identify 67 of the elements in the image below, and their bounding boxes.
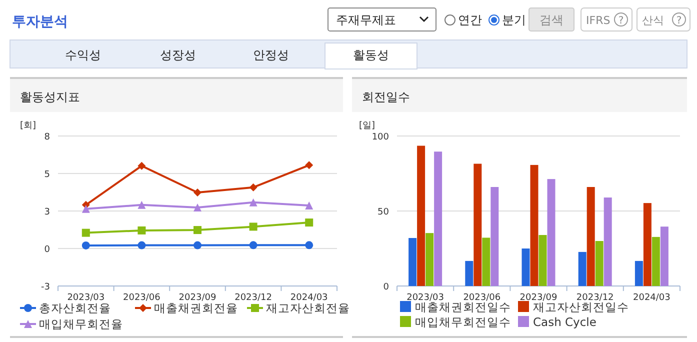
- bar: [490, 187, 499, 286]
- point: [305, 218, 314, 227]
- point: [138, 226, 146, 234]
- bar: [547, 179, 556, 286]
- point: [194, 188, 202, 197]
- bar: [578, 252, 586, 286]
- bar: [634, 260, 643, 286]
- point: [305, 161, 314, 170]
- x-tick-label: 2023/03: [406, 293, 444, 303]
- x-tick-label: 2023/12: [234, 293, 272, 303]
- bar: [482, 238, 490, 286]
- bar: [417, 146, 426, 286]
- y-tick-label: 100: [372, 132, 390, 142]
- point: [305, 241, 314, 250]
- bar: [643, 203, 652, 286]
- y-tick-label: 0: [44, 245, 50, 255]
- point: [249, 198, 258, 206]
- y-axis-title: [회]: [20, 121, 36, 131]
- point: [249, 241, 258, 250]
- bar: [426, 233, 434, 286]
- point: [194, 204, 202, 212]
- y-tick-label: 0: [383, 282, 390, 292]
- point: [82, 204, 90, 213]
- bar: [586, 187, 595, 286]
- bar: [434, 152, 442, 286]
- y-tick-label: 3: [44, 208, 50, 218]
- bar: [660, 226, 668, 286]
- x-tick-label: 2023/09: [520, 293, 558, 303]
- legend-label: 총자산회전율: [39, 301, 111, 315]
- point: [194, 241, 202, 250]
- bar: [652, 236, 660, 286]
- y-tick-label: 8: [44, 132, 50, 142]
- point: [82, 241, 90, 250]
- point: [138, 162, 146, 170]
- y-tick-label: 5: [44, 170, 50, 180]
- x-tick-label: 2023/12: [576, 293, 614, 303]
- point: [305, 201, 314, 210]
- x-tick-label: 2024/03: [633, 293, 670, 303]
- x-tick-label: 2023/06: [123, 293, 161, 303]
- point: [82, 228, 90, 237]
- legend-label: 매출채권회전율: [154, 301, 238, 315]
- x-tick-label: 2023/03: [67, 293, 105, 303]
- bar: [538, 235, 547, 286]
- header: 투자분석 주재무제표 연간 분기 검색 IFRS ? 산식 ? 수익성 성장성 안정성 활동성: [10, 8, 690, 70]
- point: [138, 200, 146, 209]
- bar: [530, 164, 538, 286]
- chart-title: 회전일수: [362, 90, 410, 104]
- point: [194, 226, 202, 234]
- legend-label: 재고자산회전율: [266, 301, 350, 315]
- legend-label: 매입채무회전율: [39, 317, 123, 331]
- chart-title: 활동성지표: [20, 90, 80, 104]
- bar: [465, 260, 474, 286]
- bar: [408, 238, 417, 286]
- y-tick-label: 50: [378, 208, 390, 218]
- y-tick-label: -3: [41, 282, 50, 292]
- x-tick-label: 2023/06: [463, 293, 501, 303]
- point: [249, 183, 258, 192]
- legend-label: Cash Cycle: [533, 315, 596, 329]
- x-tick-label: 2024/03: [290, 293, 328, 303]
- point: [249, 222, 258, 231]
- bar: [522, 248, 530, 286]
- bar: [595, 241, 604, 286]
- x-tick-label: 2023/09: [178, 293, 216, 303]
- y-axis-title: [일]: [359, 121, 376, 131]
- bar: [474, 164, 482, 286]
- bar: [604, 198, 612, 286]
- point: [138, 241, 146, 250]
